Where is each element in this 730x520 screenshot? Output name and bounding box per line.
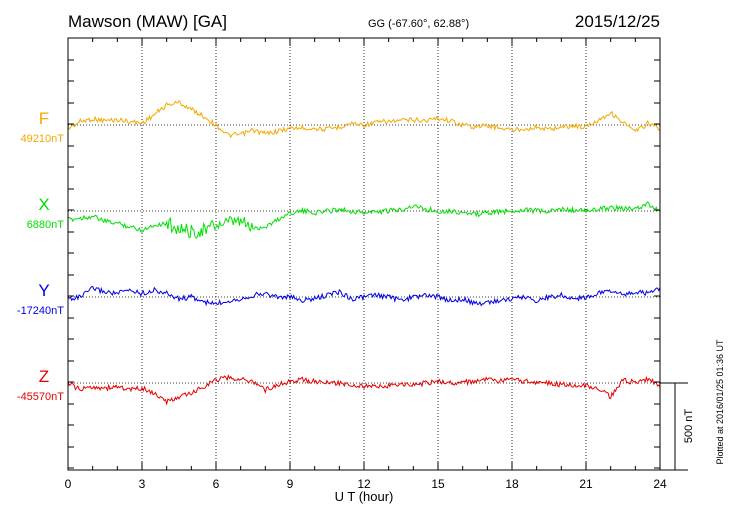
x-tick-label: 3: [139, 477, 146, 491]
baseline-label-x: 6880nT: [27, 219, 65, 231]
x-tick-label: 6: [213, 477, 220, 491]
series-line-y: [67, 285, 661, 307]
x-axis-label: U T (hour): [335, 489, 394, 504]
x-tick-label: 21: [579, 477, 593, 491]
scale-bar-label: 500 nT: [683, 409, 695, 444]
station-coordinates: GG (-67.60°, 62.88°): [368, 18, 469, 30]
x-tick-label: 24: [653, 477, 667, 491]
series-name-x: X: [38, 195, 49, 214]
series-line-z: [67, 374, 661, 406]
station-title: Mawson (MAW) [GA]: [68, 12, 227, 31]
series-name-z: Z: [39, 367, 49, 386]
scale-bar: 500 nT: [660, 382, 695, 471]
baseline-label-z: -45570nT: [17, 391, 64, 403]
x-tick-labels: 0 3 6 9 12 15 18 21 24: [65, 477, 667, 491]
series-name-f: F: [39, 109, 49, 128]
plot-date: 2015/12/25: [575, 12, 660, 31]
baseline-label-y: -17240nT: [17, 305, 64, 317]
axis-ticks: [67, 38, 661, 470]
series-labels: F 49210nT X 6880nT Y -17240nT Z -45570nT: [17, 109, 64, 403]
series-traces: [67, 99, 661, 406]
series-line-f: [67, 99, 661, 139]
x-tick-label: 9: [287, 477, 294, 491]
grid-lines: [141, 38, 587, 470]
plotted-note: Plotted at 2016/01/25 01:36 UT: [715, 339, 725, 465]
series-line-x: [67, 201, 661, 239]
x-tick-label: 18: [505, 477, 519, 491]
x-tick-label: 0: [65, 477, 72, 491]
x-tick-label: 12: [357, 477, 371, 491]
series-name-y: Y: [38, 281, 49, 300]
baseline-label-f: 49210nT: [21, 133, 65, 145]
x-tick-label: 15: [431, 477, 445, 491]
